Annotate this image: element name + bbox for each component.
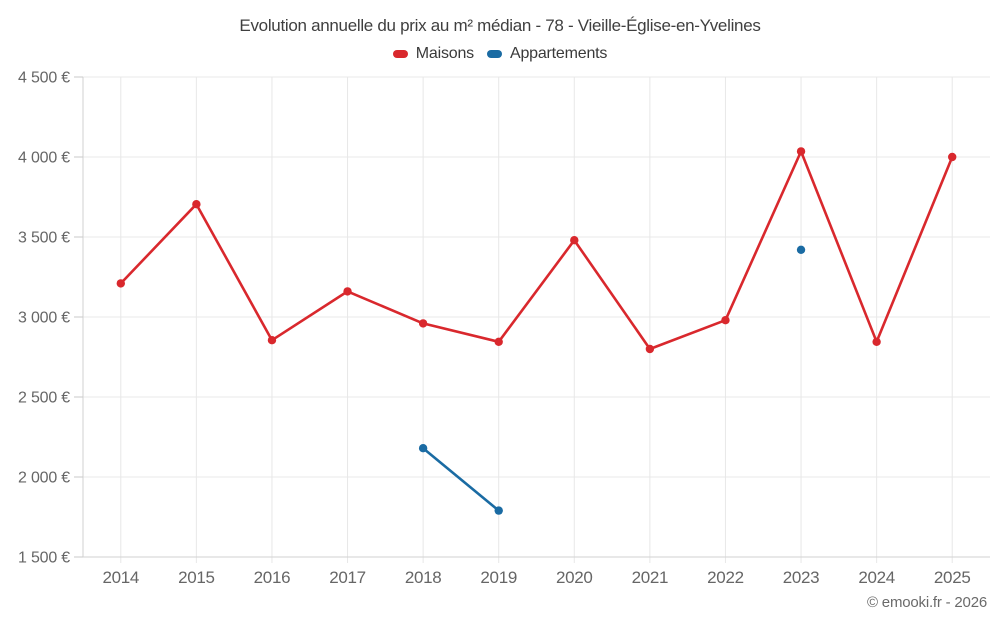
x-tick-label: 2018 [405, 568, 442, 587]
maisons-line [119, 150, 954, 351]
appartements-swatch-icon [486, 50, 502, 58]
x-tick-label: 2025 [934, 568, 971, 587]
appartements-point-2023[interactable] [796, 245, 806, 254]
chart-title: Evolution annuelle du prix au m² médian … [239, 16, 761, 35]
legend-item-maisons[interactable]: Maisons [392, 45, 474, 63]
x-tick-label: 2014 [102, 568, 139, 587]
x-tick-label: 2016 [254, 568, 291, 587]
y-tick-label: 3 500 € [18, 230, 70, 247]
maisons-point-2019[interactable] [494, 337, 503, 346]
maisons-swatch-icon [392, 50, 408, 58]
y-tick-label: 1 500 € [18, 550, 70, 567]
x-tick-label: 2019 [480, 568, 517, 587]
x-tick-label: 2017 [329, 568, 366, 587]
legend-item-appartements[interactable]: Appartements [486, 45, 608, 63]
appartements-line [421, 446, 501, 512]
y-tick-label: 2 500 € [18, 390, 70, 407]
maisons-point-2023[interactable] [796, 147, 806, 156]
x-tick-label: 2023 [783, 568, 820, 587]
maisons-point-2015[interactable] [192, 200, 201, 209]
legend: Maisons Appartements [0, 44, 1000, 64]
maisons-point-2016[interactable] [267, 336, 277, 345]
x-tick-label: 2021 [632, 568, 669, 587]
maisons-point-2021[interactable] [645, 344, 655, 354]
legend-label-maisons: Maisons [415, 45, 474, 62]
maisons-point-2022[interactable] [721, 316, 730, 325]
maisons-point-2025[interactable] [948, 152, 957, 162]
y-tick-label: 2 000 € [18, 470, 70, 487]
y-tick-label: 4 500 € [18, 70, 70, 87]
x-tick-label: 2022 [707, 568, 744, 587]
copyright: © emooki.fr - 2026 [866, 594, 987, 611]
y-tick-label: 4 000 € [18, 150, 70, 167]
legend-label-appartements: Appartements [509, 45, 608, 62]
x-tick-label: 2020 [556, 568, 593, 587]
maisons-point-2017[interactable] [343, 287, 352, 296]
x-tick-label: 2024 [858, 568, 895, 587]
appartements-point-2019[interactable] [494, 506, 503, 515]
appartements-point-2018[interactable] [418, 444, 428, 453]
maisons-point-2014[interactable] [116, 279, 125, 288]
y-tick-label: 3 000 € [18, 310, 70, 327]
maisons-point-2024[interactable] [872, 337, 881, 346]
maisons-point-2020[interactable] [570, 236, 579, 245]
x-tick-label: 2015 [178, 568, 215, 587]
maisons-point-2018[interactable] [418, 319, 428, 328]
